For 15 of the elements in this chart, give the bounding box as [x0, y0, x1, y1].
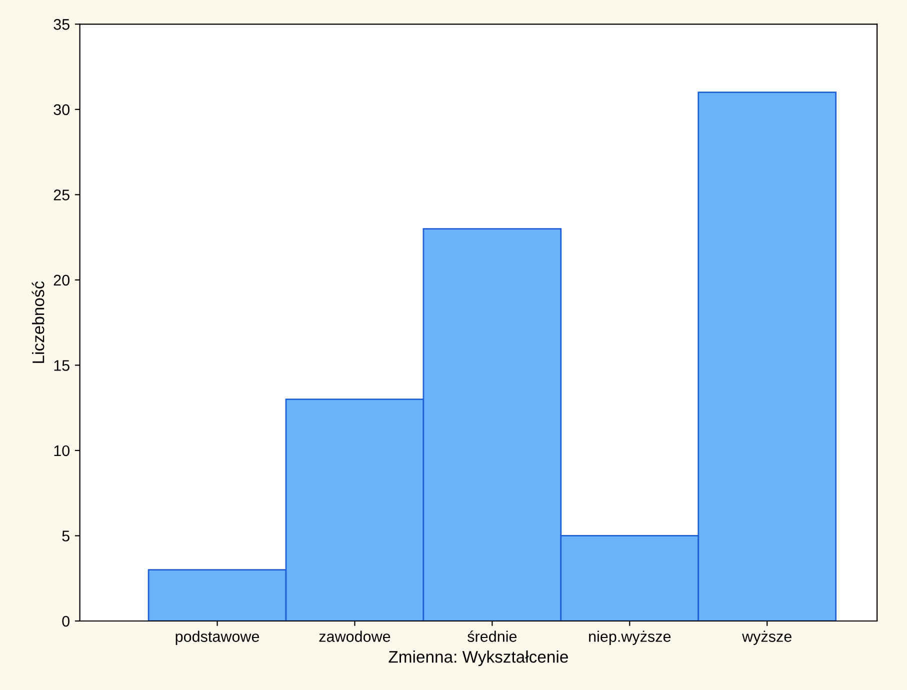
y-tick-label: 15	[54, 360, 70, 371]
y-tick-label: 35	[54, 19, 70, 30]
y-tick-label: 25	[54, 190, 70, 200]
x-tick-label: podstawowe	[176, 630, 260, 645]
y-tick-label: 30	[54, 104, 70, 116]
y-tick-label: 10	[54, 445, 70, 456]
x-tick-label: zawodowe	[319, 630, 390, 642]
y-axis-title: Liczebność	[32, 281, 44, 363]
x-tick-label: wyższe	[742, 630, 792, 645]
y-tick-label: 20	[54, 274, 70, 286]
x-axis-title: Zmienna: Wykształcenie	[388, 650, 568, 666]
x-tick-label: niep.wyższe	[589, 630, 671, 645]
y-tick-label: 0	[62, 616, 70, 627]
x-tick-label: średnie	[468, 630, 517, 642]
y-tick-label: 5	[62, 530, 70, 542]
